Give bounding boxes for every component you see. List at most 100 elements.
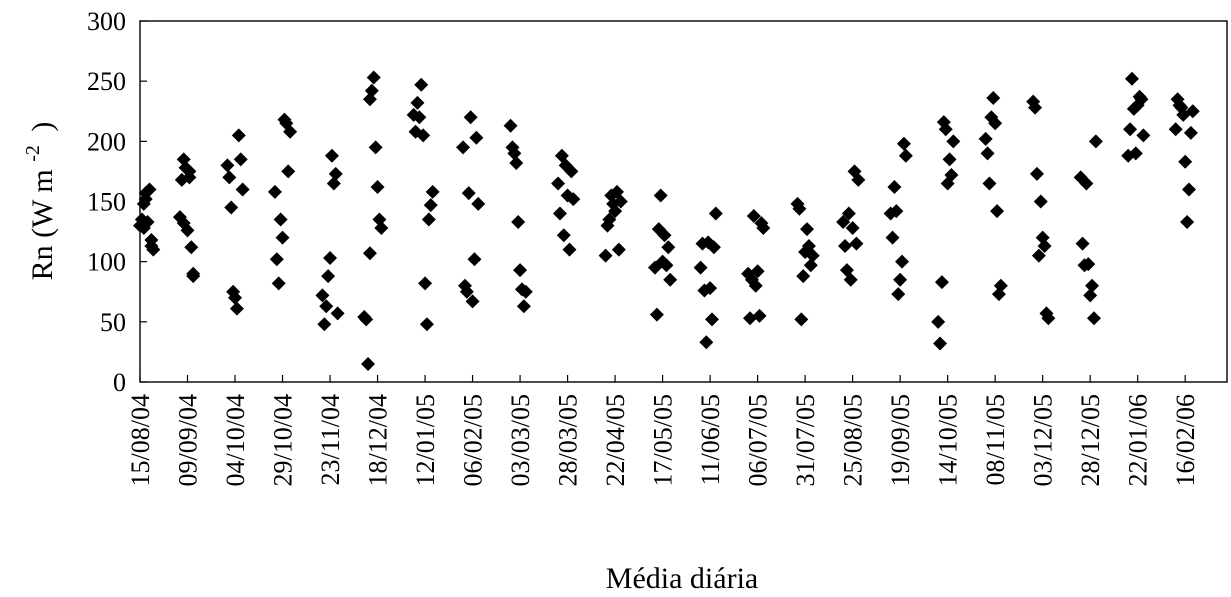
data-point <box>182 170 197 185</box>
data-point <box>657 228 672 243</box>
data-point <box>699 335 714 350</box>
x-tick-label: 09/09/04 <box>174 394 203 486</box>
data-point <box>836 214 851 229</box>
data-point <box>359 312 374 327</box>
data-point <box>602 212 617 227</box>
y-tick-label: 250 <box>87 67 126 96</box>
data-point <box>229 301 244 316</box>
x-tick-label: 15/08/04 <box>126 394 155 486</box>
data-point <box>273 212 288 227</box>
data-point <box>362 246 377 261</box>
data-point <box>1028 100 1043 115</box>
data-point <box>946 134 961 149</box>
data-point <box>934 275 949 290</box>
data-point <box>1086 311 1101 326</box>
data-point <box>513 263 528 278</box>
data-point <box>140 214 155 229</box>
data-point <box>898 148 913 163</box>
x-tick-label: 03/12/05 <box>1029 394 1058 486</box>
data-point <box>1168 122 1183 137</box>
data-point <box>419 317 434 332</box>
data-point <box>1041 311 1056 326</box>
y-axis: 0 50 100 150 200 250 300 <box>87 7 147 397</box>
data-point <box>1123 122 1138 137</box>
data-point <box>275 230 290 245</box>
data-point <box>459 284 474 299</box>
data-point <box>794 312 809 327</box>
x-axis: 15/08/04 09/09/04 04/10/04 29/10/04 23/11/04… <box>126 375 1200 486</box>
data-point <box>1183 125 1198 140</box>
x-tick-label: 08/11/05 <box>981 394 1010 485</box>
data-point <box>271 276 286 291</box>
data-point <box>374 220 389 235</box>
data-point <box>1088 134 1103 149</box>
data-point <box>938 122 953 137</box>
data-point <box>566 192 581 207</box>
data-point <box>370 180 385 195</box>
data-point <box>796 269 811 284</box>
data-point <box>653 188 668 203</box>
data-point <box>887 180 902 195</box>
x-tick-label: 06/02/05 <box>459 394 488 486</box>
data-point <box>326 176 341 191</box>
data-point <box>931 314 946 329</box>
data-point <box>421 212 436 227</box>
x-tick-label: 31/07/05 <box>791 394 820 486</box>
data-point <box>471 196 486 211</box>
data-point <box>1033 194 1048 209</box>
y-axis-title: Rn (W m -2 ) <box>13 122 59 281</box>
data-point <box>552 206 567 221</box>
x-tick-label: 28/03/05 <box>554 394 583 486</box>
x-tick-label: 23/11/04 <box>316 394 345 485</box>
plot-frame <box>139 20 1228 383</box>
y-tick-label: 50 <box>100 308 126 337</box>
y-tick-label: 200 <box>87 127 126 156</box>
data-point <box>800 222 815 237</box>
data-point <box>661 240 676 255</box>
x-axis-title: Média diária <box>606 562 758 595</box>
data-point <box>896 136 911 151</box>
data-point <box>366 70 381 85</box>
data-point <box>364 83 379 98</box>
data-point <box>756 220 771 235</box>
data-point <box>228 290 243 305</box>
data-point <box>269 252 284 267</box>
x-tick-label: 12/01/05 <box>411 394 440 486</box>
data-point <box>233 152 248 167</box>
data-point <box>845 220 860 235</box>
data-point <box>1083 288 1098 303</box>
data-point <box>1124 71 1139 86</box>
data-point <box>1075 236 1090 251</box>
data-point <box>465 294 480 309</box>
data-point <box>423 198 438 213</box>
data-point <box>993 278 1008 293</box>
data-point <box>889 204 904 219</box>
data-point <box>1181 182 1196 197</box>
data-point <box>410 95 425 110</box>
x-tick-label: 22/01/06 <box>1124 394 1153 486</box>
data-point <box>1136 128 1151 143</box>
data-point <box>1185 104 1200 119</box>
data-point <box>418 276 433 291</box>
y-tick-label: 150 <box>87 188 126 217</box>
data-point <box>843 272 858 287</box>
data-point <box>746 208 761 223</box>
x-tick-label: 18/12/04 <box>364 394 393 486</box>
data-point <box>146 242 161 257</box>
data-point <box>1031 248 1046 263</box>
data-point <box>456 140 471 155</box>
data-point <box>1128 146 1143 161</box>
data-point <box>611 242 626 257</box>
data-point <box>503 118 518 133</box>
data-point <box>186 269 201 284</box>
data-point <box>1085 278 1100 293</box>
data-point <box>693 260 708 275</box>
x-tick-label: 29/10/04 <box>269 394 298 486</box>
x-tick-label: 03/03/05 <box>506 394 535 486</box>
x-tick-label: 16/02/06 <box>1171 394 1200 486</box>
data-point <box>235 182 250 197</box>
data-point <box>469 130 484 145</box>
data-point <box>613 194 628 209</box>
data-point <box>323 251 338 266</box>
data-point <box>416 128 431 143</box>
